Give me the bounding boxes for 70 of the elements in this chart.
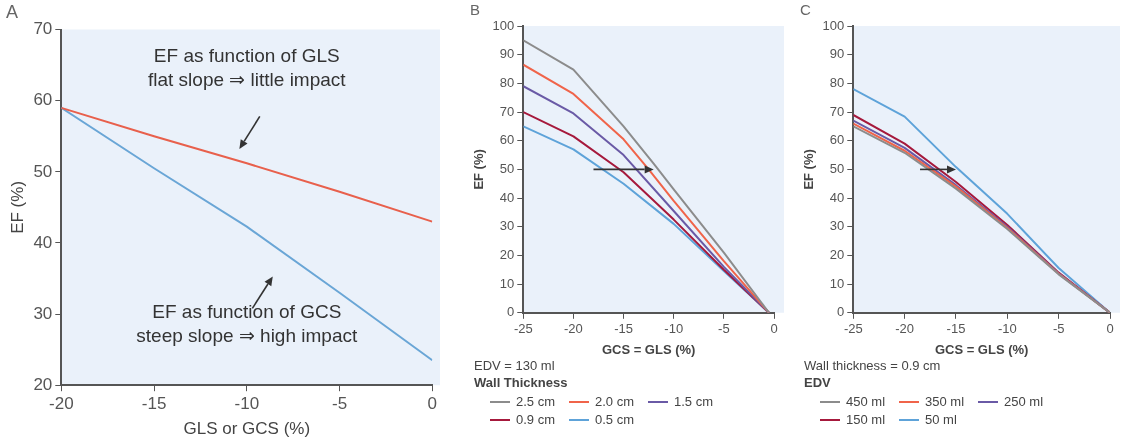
y-tick-label: 60 xyxy=(499,132,515,148)
y-tick-label: 20 xyxy=(33,374,53,394)
x-tick-label: -10 xyxy=(997,321,1017,337)
x-tick-label: -10 xyxy=(664,321,684,337)
y-tick-label: 70 xyxy=(829,103,845,119)
x-tick-label: 0 xyxy=(427,394,438,414)
x-tick-label: -5 xyxy=(718,321,730,337)
y-tick-label: 70 xyxy=(499,103,515,119)
x-tick-label: 0 xyxy=(1106,321,1114,337)
annotation: EF as function of GCS steep slope ⇒ high impact xyxy=(136,300,358,346)
text: EDV = 130 ml xyxy=(474,358,556,373)
y-tick-label: 50 xyxy=(33,161,53,181)
y-tick-label: 100 xyxy=(822,17,845,33)
y-tick-label: 20 xyxy=(829,247,845,263)
legend-label: 150 ml xyxy=(846,412,886,427)
x-tick-label: -20 xyxy=(564,321,583,337)
x-tick-label: -15 xyxy=(946,321,966,337)
x-tick-label: -20 xyxy=(49,394,74,414)
y-tick-label: 30 xyxy=(33,303,53,323)
y-tick-label: 80 xyxy=(829,74,845,90)
y-tick-label: 40 xyxy=(829,189,845,205)
legend-label: 0.9 cm xyxy=(516,412,556,427)
x-axis-title: GLS or GCS (%) xyxy=(183,419,311,439)
y-tick-label: 100 xyxy=(492,17,515,33)
legend-label: 2.5 cm xyxy=(516,394,556,409)
legend-title: Wall Thickness xyxy=(474,375,569,390)
x-axis-title: GCS = GLS (%) xyxy=(601,341,696,357)
y-tick-label: 40 xyxy=(499,189,515,205)
y-tick-label: 50 xyxy=(829,160,845,176)
y-tick-label: 70 xyxy=(33,19,53,39)
y-tick-label: 30 xyxy=(829,218,845,234)
x-tick-label: -5 xyxy=(1052,321,1065,337)
chart-title: C xyxy=(800,1,811,19)
annotation: EF as function of GLS flat slope ⇒ little impact xyxy=(147,44,347,90)
legend-label: 50 ml xyxy=(925,412,957,427)
y-tick-label: 90 xyxy=(499,46,515,62)
y-axis-title: EF (%) xyxy=(471,149,487,190)
legend-label: 1.5 cm xyxy=(674,394,714,409)
y-tick-label: 50 xyxy=(499,160,515,176)
x-tick-label: -5 xyxy=(331,394,348,414)
y-tick-label: 80 xyxy=(499,74,515,90)
y-tick-label: 20 xyxy=(499,247,515,263)
y-tick-label: 30 xyxy=(499,218,515,234)
y-tick-label: 0 xyxy=(507,304,515,320)
x-axis-title: GCS = GLS (%) xyxy=(934,341,1029,357)
legend-label: 350 ml xyxy=(925,394,965,409)
chart-title: A xyxy=(6,1,19,22)
y-tick-label: 10 xyxy=(829,275,845,291)
x-tick-label: -20 xyxy=(895,321,915,337)
y-tick-label: 60 xyxy=(829,132,845,148)
x-tick-label: -10 xyxy=(234,394,260,414)
legend-label: 2.0 cm xyxy=(595,394,635,409)
x-tick-label: -25 xyxy=(513,321,533,337)
chart-title: B xyxy=(470,1,481,19)
y-tick-label: 90 xyxy=(829,46,845,62)
y-axis-title: EF (%) xyxy=(801,149,817,190)
text: Wall thickness = 0.9 cm xyxy=(804,358,942,373)
y-tick-label: 0 xyxy=(837,304,845,320)
legend-title: EDV xyxy=(804,375,832,390)
x-tick-label: -15 xyxy=(141,394,167,414)
y-tick-label: 10 xyxy=(499,275,515,291)
y-tick-label: 40 xyxy=(33,232,53,252)
y-axis-title: EF (%) xyxy=(7,180,27,234)
legend-label: 450 ml xyxy=(846,394,886,409)
legend-label: 0.5 cm xyxy=(595,412,635,427)
x-tick-label: -15 xyxy=(614,321,633,337)
x-tick-label: -25 xyxy=(843,321,863,337)
legend-label: 250 ml xyxy=(1004,394,1044,409)
x-tick-label: 0 xyxy=(770,321,778,337)
y-tick-label: 60 xyxy=(33,90,53,110)
